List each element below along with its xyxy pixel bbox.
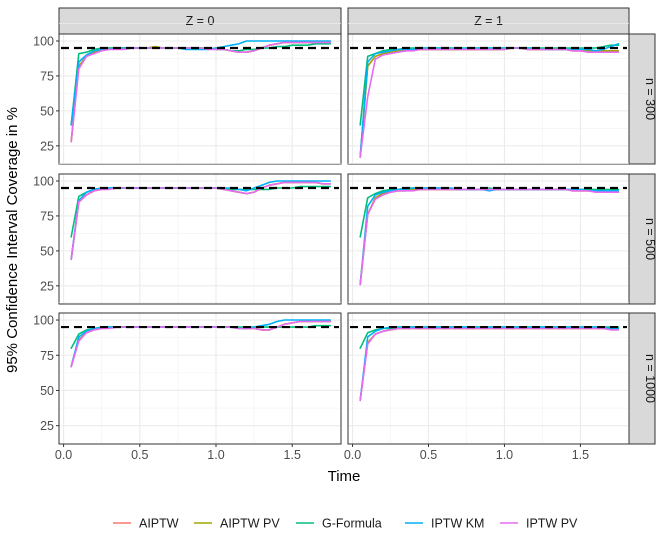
y-tick-label: 50 [40, 384, 54, 398]
series-line [359, 327, 620, 402]
y-tick-label: 25 [40, 419, 54, 433]
panel-background [59, 313, 341, 444]
y-tick-label: 100 [33, 314, 54, 328]
facet-strip-col [347, 7, 630, 35]
x-axis-title: Time [328, 468, 361, 485]
x-axis: 0.0 0.5 1.0 1.5 0.0 0.5 1.0 1.5 [55, 444, 589, 462]
panel-background [348, 34, 629, 164]
y-tick-label: 25 [40, 139, 54, 153]
series-line [359, 187, 620, 286]
panel [58, 163, 342, 305]
facet-strip-col [58, 7, 342, 35]
panel-border [347, 33, 630, 165]
legend-item: AIPTW [113, 517, 179, 531]
panel-border [347, 173, 630, 305]
panel-background [59, 174, 341, 304]
facet-strip-row [628, 173, 656, 305]
x-tick-label: 0.5 [131, 448, 148, 462]
legend-label: IPTW KM [431, 517, 484, 531]
panel-border [347, 312, 630, 445]
facet-label-col: Z = 1 [474, 14, 503, 28]
panel [347, 302, 630, 445]
y-axis-title: 95% Confidence Interval Coverage in % [4, 107, 21, 373]
panel [347, 23, 630, 165]
y-tick-label: 100 [33, 174, 54, 188]
y-tick-label: 50 [40, 104, 54, 118]
x-tick-label: 1.5 [572, 448, 589, 462]
facet-strip-row [628, 312, 656, 445]
legend-label: AIPTW PV [220, 517, 280, 531]
x-tick-label: 0.0 [55, 448, 72, 462]
panel-border [58, 173, 342, 305]
series-line [70, 41, 332, 143]
legend-label: G-Formula [322, 517, 382, 531]
panel [347, 163, 630, 305]
facet-label-row: n = 300 [643, 78, 657, 120]
x-tick-label: 1.0 [496, 448, 513, 462]
legend-item: G-Formula [296, 517, 382, 531]
x-tick-label: 1.0 [207, 448, 224, 462]
legend-label: IPTW PV [526, 517, 578, 531]
facet-strip-row [628, 33, 656, 165]
series-line [359, 47, 620, 158]
panel-background [348, 174, 629, 304]
series-line [359, 42, 620, 158]
legend: AIPTW AIPTW PV G-Formula IPTW KM IPTW PV [113, 517, 578, 531]
legend-item: IPTW KM [405, 517, 484, 531]
x-tick-label: 0.5 [420, 448, 437, 462]
legend-item: IPTW PV [500, 517, 578, 531]
y-tick-label: 75 [40, 209, 54, 223]
y-tick-label: 50 [40, 244, 54, 258]
panel-background [59, 34, 341, 164]
panel [58, 23, 342, 165]
y-tick-label: 25 [40, 279, 54, 293]
legend-label: AIPTW [139, 517, 179, 531]
panel [58, 302, 342, 445]
panel-background [348, 313, 629, 444]
x-tick-label: 1.5 [284, 448, 301, 462]
panel-border [58, 33, 342, 165]
chart-panels: Z = 0 Z = 1 n = 300 n = 500 n = 1000 [58, 7, 657, 445]
y-tick-label: 75 [40, 349, 54, 363]
y-tick-label: 100 [33, 34, 54, 48]
y-tick-label: 75 [40, 69, 54, 83]
facet-label-row: n = 500 [643, 218, 657, 260]
panel-border [58, 312, 342, 445]
facet-label-row: n = 1000 [643, 354, 657, 403]
series-line [359, 188, 620, 286]
x-tick-label: 0.0 [344, 448, 361, 462]
y-axis: 25 50 75 100 25 50 75 100 25 50 75 100 [33, 34, 59, 433]
legend-item: AIPTW PV [194, 517, 280, 531]
facet-label-col: Z = 0 [186, 14, 215, 28]
